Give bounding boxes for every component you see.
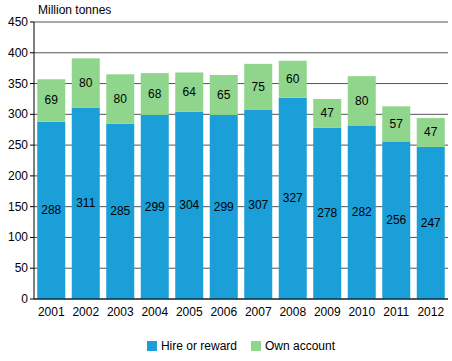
bar-segment	[279, 61, 307, 98]
data-label: 47	[321, 106, 335, 120]
y-tick-label: 50	[15, 261, 29, 275]
data-label: 60	[286, 72, 300, 86]
bar-segment	[175, 112, 203, 299]
bar-segment	[175, 72, 203, 111]
legend-swatch	[147, 341, 157, 351]
data-label: 80	[355, 94, 369, 108]
x-tick-label: 2010	[348, 305, 375, 319]
x-tick-label: 2009	[314, 305, 341, 319]
y-tick-label: 100	[8, 230, 28, 244]
data-label: 80	[79, 76, 93, 90]
bar-segment	[37, 122, 65, 299]
y-tick-label: 300	[8, 107, 28, 121]
x-tick-label: 2012	[417, 305, 444, 319]
grid-line	[34, 299, 448, 300]
x-tick-label: 2003	[107, 305, 134, 319]
legend-item: Hire or reward	[147, 339, 237, 353]
grid-line	[34, 22, 448, 23]
data-label: 256	[386, 213, 406, 227]
bar-segment	[382, 106, 410, 141]
legend-label: Own account	[265, 339, 336, 353]
data-label: 75	[252, 80, 266, 94]
x-tick-label: 2006	[210, 305, 237, 319]
y-tick	[30, 299, 34, 300]
data-label: 307	[248, 198, 268, 212]
data-label: 299	[145, 200, 165, 214]
data-label: 247	[421, 216, 441, 230]
data-label: 47	[424, 125, 438, 139]
data-label: 311	[76, 196, 95, 210]
x-tick-label: 2008	[279, 305, 306, 319]
data-label: 68	[148, 87, 162, 101]
y-tick-label: 350	[8, 77, 28, 91]
legend-label: Hire or reward	[161, 339, 237, 353]
y-tick-label: 200	[8, 169, 28, 183]
data-label: 299	[214, 200, 234, 214]
data-label: 278	[317, 206, 337, 220]
data-label: 69	[45, 93, 59, 107]
y-tick-label: 400	[8, 46, 28, 60]
bars	[37, 58, 445, 299]
bar-segment	[313, 128, 341, 299]
y-tick	[30, 237, 34, 238]
y-tick-label: 150	[8, 200, 28, 214]
y-tick	[30, 268, 34, 269]
chart-svg: Million tonnes 0 50 100 150 200 250 300 350 400 45…	[0, 0, 452, 361]
legend-item: Own account	[251, 339, 336, 353]
y-tick	[30, 114, 34, 115]
data-label: 80	[114, 92, 128, 106]
x-tick-label: 2004	[141, 305, 168, 319]
legend: Hire or reward Own account	[147, 339, 336, 353]
bar-segment	[417, 147, 445, 299]
data-label: 288	[41, 203, 61, 217]
data-label: 327	[283, 191, 303, 205]
data-label: 285	[110, 204, 130, 218]
x-tick-label: 2007	[245, 305, 272, 319]
bar-segment	[348, 125, 376, 299]
y-tick-label: 250	[8, 138, 28, 152]
y-tick	[30, 145, 34, 146]
legend-swatch	[251, 341, 261, 351]
bar-segment	[348, 76, 376, 125]
bar-segment	[72, 108, 100, 299]
bar-segment	[37, 79, 65, 121]
bar-segment	[417, 118, 445, 147]
data-label: 64	[183, 85, 197, 99]
x-axis-line	[34, 299, 448, 300]
grid-line	[34, 52, 448, 53]
bar-segment	[244, 64, 272, 110]
chart-container: Million tonnes 0 50 100 150 200 250 300 350 400 45…	[0, 0, 452, 361]
bar-segment	[141, 73, 169, 115]
y-tick	[30, 175, 34, 176]
x-tick-label: 2005	[176, 305, 203, 319]
bar-segment	[244, 110, 272, 299]
bar-segment	[382, 141, 410, 299]
bar-segment	[313, 99, 341, 128]
y-axis-line	[34, 22, 35, 299]
data-label: 282	[352, 205, 372, 219]
x-tick-label: 2001	[38, 305, 65, 319]
bar-segment	[279, 98, 307, 299]
x-tick-label: 2002	[72, 305, 99, 319]
y-tick	[30, 52, 34, 53]
data-label: 57	[390, 117, 404, 131]
data-label: 65	[217, 88, 231, 102]
data-labels: 288 69 311 80 285 80 299 68 304 64 299 65 307 75 327 60…	[41, 72, 441, 230]
bar-segment	[210, 75, 238, 115]
y-tick	[30, 22, 34, 23]
bar-segment	[72, 58, 100, 107]
x-tick-label: 2011	[383, 305, 409, 319]
bar-segment	[106, 74, 134, 123]
y-tick	[30, 83, 34, 84]
data-label: 304	[179, 198, 199, 212]
bar-segment	[106, 124, 134, 299]
y-tick-label: 450	[8, 15, 28, 29]
y-axis-label: Million tonnes	[38, 3, 111, 17]
y-tick-label: 0	[21, 292, 28, 306]
bar-segment	[210, 115, 238, 299]
bar-segment	[141, 115, 169, 299]
y-tick	[30, 206, 34, 207]
